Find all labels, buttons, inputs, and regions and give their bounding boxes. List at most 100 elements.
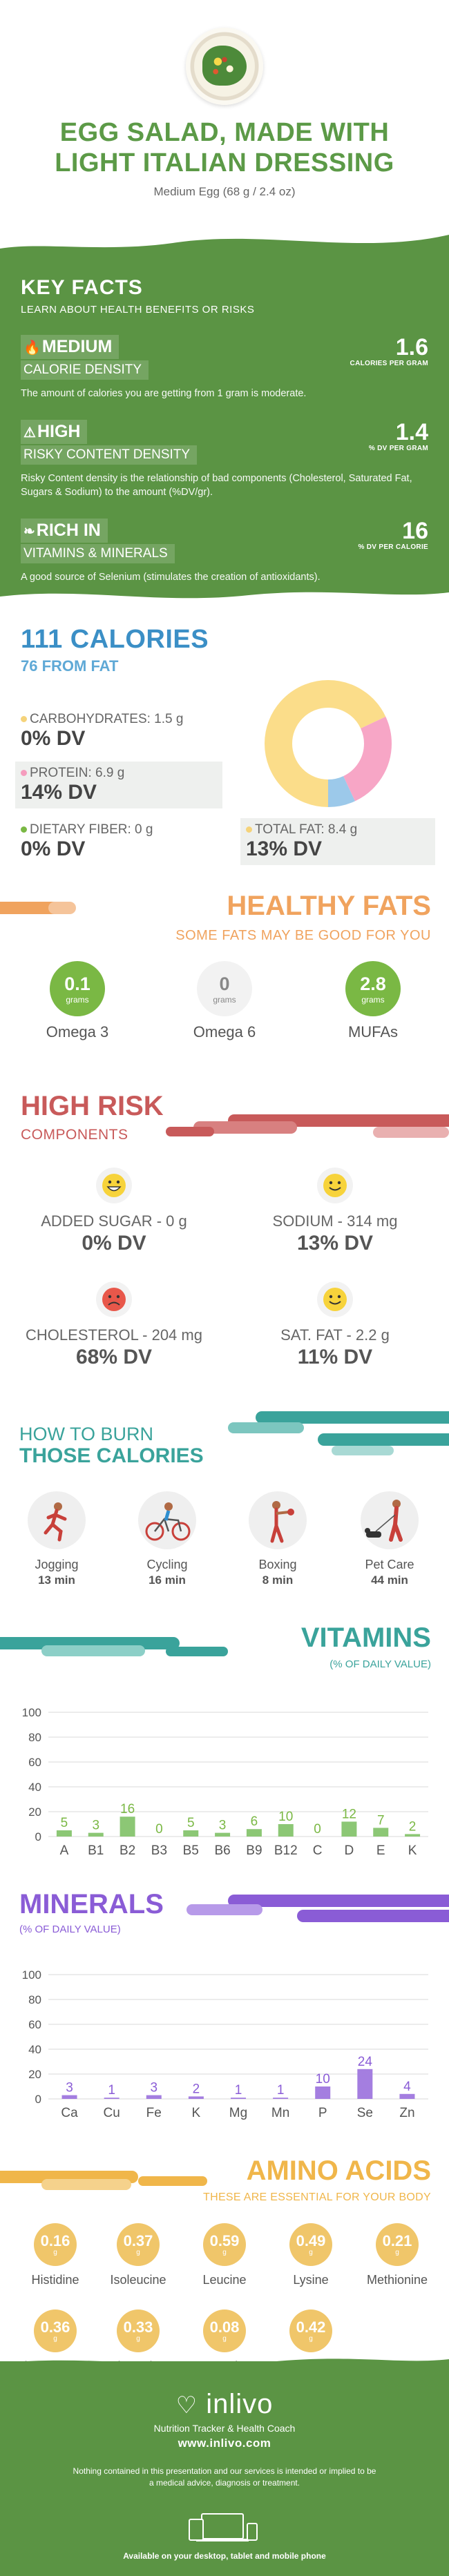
mineral-category-label: Mg — [229, 2106, 247, 2120]
cycling-icon — [138, 1491, 196, 1549]
pet-care-icon — [361, 1491, 419, 1549]
fact-label: RISKY CONTENT DENSITY — [21, 445, 198, 465]
vitamin-bar — [278, 1824, 294, 1837]
amino-circle: 0.33 g — [117, 2309, 160, 2352]
amino-unit: g — [222, 2248, 227, 2256]
fact-level: MEDIUM — [41, 337, 113, 356]
vitamin-category-label: B2 — [120, 1843, 135, 1858]
amino-value: 0.49 — [296, 2231, 326, 2249]
vitamin-bar — [215, 1832, 231, 1837]
risk-saturated-fat: SAT. FAT - 2.2 g 11% DV — [238, 1281, 432, 1369]
risk-cholesterol: CHOLESTEROL - 204 mg 68% DV — [17, 1281, 211, 1369]
brand-logo[interactable]: ♡ inlivo — [0, 2389, 449, 2420]
minerals-title: MINERALS — [19, 1889, 164, 1919]
risk-dv: 68% DV — [75, 1346, 153, 1368]
burn-decor-bars — [228, 1411, 449, 1455]
fat-name: MUFAs — [347, 1023, 399, 1040]
header: EGG SALAD, MADE WITH LIGHT ITALIAN DRESS… — [0, 0, 449, 228]
amino-acid-lysine: 0.49 g Lysine — [269, 2223, 352, 2287]
smile-face-icon — [316, 1281, 354, 1318]
activity-name: Jogging — [35, 1558, 79, 1571]
mineral-category-label: Mn — [271, 2106, 289, 2120]
activity-time: 8 min — [262, 1573, 294, 1587]
vitamin-ytick-label: 100 — [22, 1706, 41, 1719]
mineral-ytick-label: 20 — [28, 2068, 41, 2081]
amino-unit: g — [222, 2334, 227, 2343]
burn-title-line-1: HOW TO BURN — [19, 1424, 154, 1444]
vitamin-bar — [373, 1828, 389, 1837]
vitamins-title: VITAMINS — [300, 1623, 431, 1653]
fact-label: VITAMINS & MINERALS — [21, 544, 175, 563]
amino-value: 0.36 — [40, 2318, 70, 2336]
vitamin-ytick-label: 60 — [28, 1756, 41, 1769]
fact-value: 1.6 — [395, 334, 428, 360]
amino-value: 0.21 — [382, 2231, 412, 2249]
mineral-bar — [357, 2069, 373, 2099]
activity-cycling: Cycling 16 min — [126, 1491, 209, 1587]
mineral-ytick-label: 100 — [22, 1968, 41, 1982]
amino-circle: 0.59 g — [203, 2223, 246, 2266]
brand-name: inlivo — [206, 2389, 274, 2419]
amino-acids-title: AMINO ACIDS — [246, 2156, 431, 2186]
amino-circle: 0.37 g — [117, 2223, 160, 2266]
mineral-category-label: Zn — [399, 2106, 414, 2120]
amino-acids-subtitle: THESE ARE ESSENTIAL FOR YOUR BODY — [203, 2191, 431, 2203]
donut-slice-carbs — [265, 680, 392, 807]
fat-name: Omega 3 — [46, 1023, 109, 1040]
vitamin-category-label: B3 — [151, 1843, 167, 1858]
vitamin-value-label: 10 — [278, 1810, 293, 1824]
vitamins-subtitle: (% OF DAILY VALUE) — [329, 1658, 431, 1670]
amino-name: Lysine — [293, 2273, 329, 2287]
fiber-dot — [21, 826, 27, 833]
risk-dv: 0% DV — [82, 1232, 146, 1255]
fact-level: RICH IN — [36, 521, 101, 540]
fact-unit: % DV PER CALORIE — [358, 543, 428, 551]
mineral-bar — [231, 2098, 246, 2099]
risk-dv: 13% DV — [296, 1232, 374, 1255]
leaf-icon: ❧ — [23, 524, 35, 539]
amino-value: 0.59 — [209, 2231, 240, 2249]
vitamin-category-label: D — [345, 1843, 354, 1858]
calories-section: 111 CALORIES 76 FROM FAT — [21, 625, 435, 675]
smile-face-icon — [316, 1167, 354, 1204]
high-risk-decor-bars — [166, 1114, 449, 1138]
carbs-dot — [21, 716, 27, 723]
mineral-bar — [188, 2096, 204, 2099]
fat-dot — [246, 826, 252, 833]
amino-unit: g — [53, 2248, 57, 2256]
vitamin-ytick-label: 40 — [28, 1781, 41, 1794]
vitamin-value-label: 7 — [377, 1813, 385, 1828]
amino-unit: g — [53, 2334, 57, 2343]
amino-circle: 0.42 g — [289, 2309, 332, 2352]
heart-icon: ♡ — [175, 2392, 198, 2419]
risk-label: ADDED SUGAR - 0 g — [41, 1212, 187, 1230]
mineral-ytick-label: 40 — [28, 2043, 41, 2056]
fact-description: Risky Content density is the relationshi… — [21, 473, 412, 498]
amino-value: 0.42 — [296, 2318, 326, 2336]
fiber-label: DIETARY FIBER: 0 g — [30, 822, 153, 837]
risk-sodium: SODIUM - 314 mg 13% DV — [238, 1167, 432, 1255]
amino-unit: g — [395, 2248, 399, 2256]
fact-description: A good source of Selenium (stimulates th… — [21, 572, 321, 583]
carbohydrates-stat: CARBOHYDRATES: 1.5 g 0% DV — [15, 708, 222, 755]
footer: ♡ inlivo Nutrition Tracker & Health Coac… — [0, 2361, 449, 2576]
total-fat-stat: TOTAL FAT: 8.4 g 13% DV — [240, 818, 435, 865]
activity-time: 44 min — [371, 1573, 408, 1587]
warning-icon: ⚠ — [23, 425, 36, 440]
mineral-bar — [315, 2086, 331, 2099]
website-link[interactable]: www.inlivo.com — [178, 2437, 271, 2450]
amino-name: Isoleucine — [110, 2273, 166, 2287]
carbs-label: CARBOHYDRATES: 1.5 g — [30, 712, 184, 726]
amino-name: Histidine — [31, 2273, 79, 2287]
amino-value: 0.08 — [209, 2318, 240, 2336]
mineral-category-label: P — [318, 2106, 327, 2120]
mineral-value-label: 24 — [358, 2055, 373, 2069]
amino-value: 0.37 — [123, 2231, 153, 2249]
vitamin-bar — [56, 1830, 72, 1837]
mineral-value-label: 2 — [193, 2082, 200, 2096]
key-facts-title: KEY FACTS — [21, 276, 143, 299]
vitamin-value-label: 6 — [251, 1814, 258, 1829]
mineral-value-label: 10 — [316, 2072, 330, 2086]
mineral-bar — [273, 2098, 289, 2099]
